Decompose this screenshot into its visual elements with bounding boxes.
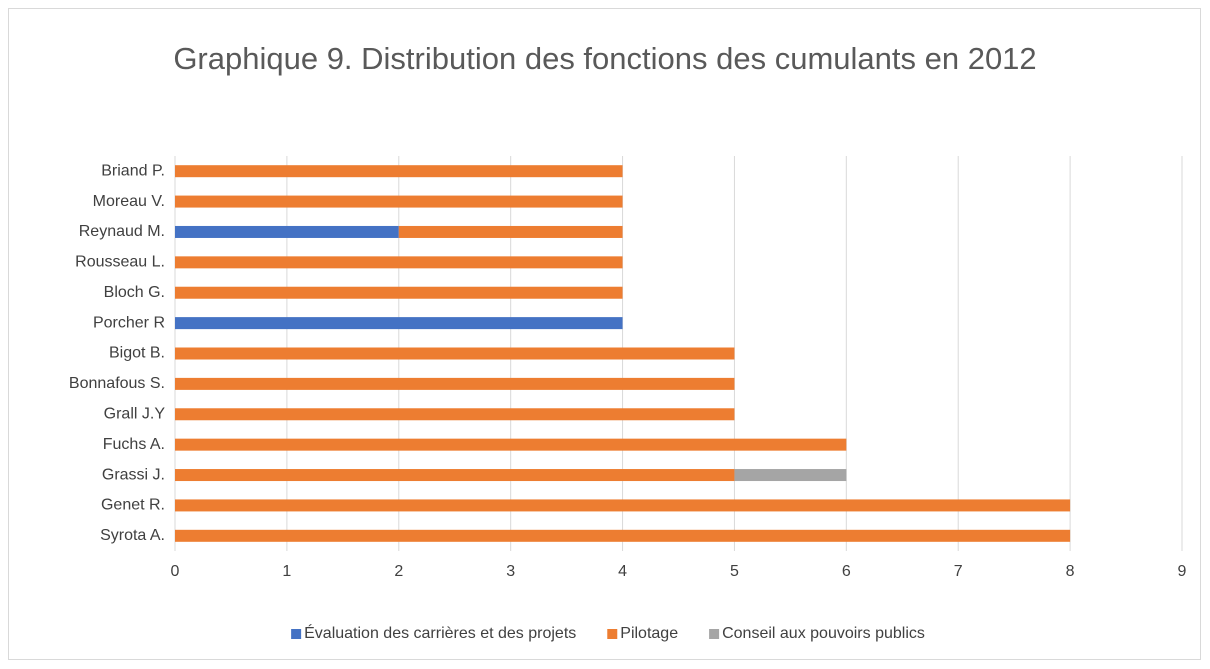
y-tick-label: Bloch G. [104,284,165,301]
x-tick-label: 2 [394,563,403,580]
chart-title: Graphique 9. Distribution des fonctions … [173,41,1037,76]
bar-segment [175,317,623,330]
legend-label: Évaluation des carrières et des projets [304,623,576,642]
x-tick-label: 6 [842,563,851,580]
legend-label: Conseil aux pouvoirs publics [722,625,925,642]
bar-segment [734,469,847,482]
x-tick-label: 0 [171,563,180,580]
legend-swatch [709,629,720,639]
y-tick-label: Genet R. [101,497,165,514]
chart-border [8,8,1201,660]
y-tick-label: Porcher R [93,314,165,331]
bar-segment [398,225,623,238]
x-tick-label: 8 [1066,563,1075,580]
bar-segment [175,165,623,178]
x-tick-label: 3 [506,563,515,580]
x-tick-label: 5 [730,563,739,580]
legend-swatch [291,629,302,639]
x-tick-label: 4 [618,563,627,580]
y-tick-label: Bonnafous S. [69,375,165,392]
bar-segment [175,195,623,208]
bar-segment [175,256,623,269]
y-tick-label: Syrota A. [100,527,165,544]
y-tick-label: Bigot B. [109,345,165,362]
x-tick-label: 7 [954,563,963,580]
bar-segment [175,469,735,482]
legend-label: Pilotage [620,625,678,642]
bar-segment [175,408,735,421]
y-tick-label: Grassi J. [102,466,165,483]
y-tick-label: Grall J.Y [104,405,166,422]
x-tick-label: 9 [1178,563,1187,580]
y-tick-label: Reynaud M. [79,223,165,240]
y-tick-label: Moreau V. [93,193,165,210]
y-tick-label: Briand P. [101,162,165,179]
bar-segment [175,499,1071,512]
legend-swatch [607,629,618,639]
y-tick-label: Rousseau L. [75,254,165,271]
x-tick-label: 1 [282,563,291,580]
y-tick-label: Fuchs A. [103,436,165,453]
bar-segment [175,286,623,299]
bar-segment [175,438,847,451]
bar-segment [175,347,735,360]
bar-segment [175,225,399,238]
bar-segment [175,529,1071,542]
bar-segment [175,377,735,390]
